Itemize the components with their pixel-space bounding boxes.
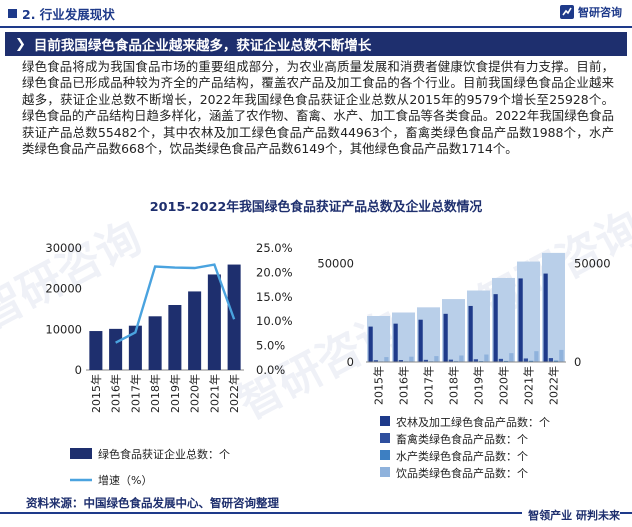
product-series-bar: [534, 351, 539, 362]
product-series-bar: [423, 359, 428, 362]
y-right-tick-label: 10.0%: [256, 314, 293, 328]
product-series-bar: [548, 358, 553, 362]
x-tick-label: 2018年: [148, 374, 162, 413]
product-series-bar: [554, 360, 559, 362]
y-left-tick-label: 0: [347, 355, 354, 369]
chart-title: 2015-2022年我国绿色食品获证产品总数及企业总数情况: [149, 200, 483, 215]
section-square-icon: [8, 9, 17, 18]
product-series-bar: [504, 360, 509, 362]
enterprise-count-bar: [168, 304, 182, 370]
x-tick-label: 2021年: [522, 366, 536, 405]
x-tick-label: 2016年: [109, 374, 123, 413]
legend-label-product: 农林及加工绿色食品产品数：个: [396, 415, 550, 429]
y-right-tick-label: 5.0%: [256, 339, 285, 353]
y-left-tick-label: 50000: [317, 257, 354, 271]
product-series-bar: [523, 358, 528, 362]
growth-rate-line: [115, 263, 236, 344]
x-tick-label: 2015年: [372, 366, 386, 405]
headline-banner: ❯ 目前我国绿色食品企业越来越多，获证企业总数不断增长: [5, 32, 627, 56]
section-tag: 2. 行业发展现状: [8, 4, 115, 23]
logo-icon: [560, 5, 574, 19]
product-series-bar: [529, 360, 534, 362]
product-series-bar: [498, 358, 503, 362]
y-left-tick-label: 30000: [45, 241, 82, 255]
legend-swatch-product: [380, 416, 390, 426]
legend-swatch-product: [380, 433, 390, 443]
legend-swatch-enterprise: [70, 448, 92, 459]
legend-label-growth: 增速（%）: [98, 473, 152, 487]
enterprise-count-bar: [109, 328, 123, 370]
y-left-tick-label: 0: [75, 363, 82, 377]
footer-slogan: 智领产业 研判未来: [522, 507, 620, 523]
legend-label-enterprise: 绿色食品获证企业总数：个: [98, 447, 230, 461]
product-series-bar: [409, 356, 414, 362]
x-tick-label: 2015年: [89, 374, 103, 413]
x-tick-label: 2019年: [168, 374, 182, 413]
x-tick-label: 2018年: [447, 366, 461, 405]
x-tick-label: 2020年: [497, 366, 511, 405]
x-tick-label: 2021年: [207, 374, 221, 413]
headline-text: 目前我国绿色食品企业越来越多，获证企业总数不断增长: [33, 38, 372, 54]
y-left-tick-label: 20000: [45, 282, 82, 296]
product-series-bar: [398, 360, 403, 362]
charts-figure: 0 10000 20000 30000 0.0% 5.0% 10.0% 15.0% 20.0% 2…: [45, 241, 611, 487]
legend-label-product: 水产类绿色食品产品数：个: [396, 449, 528, 463]
product-series-bar: [509, 353, 514, 362]
legend-label-product: 饮品类绿色食品产品数：个: [396, 466, 528, 480]
logo-text: 智研咨询: [578, 6, 622, 19]
product-series-bar: [459, 355, 464, 362]
legend-swatch-product: [380, 467, 390, 477]
legend-label-product: 畜禽类绿色食品产品数：个: [396, 432, 528, 446]
y-right-tick-label: 20.0%: [256, 265, 293, 279]
product-series-bar: [443, 313, 448, 362]
product-series-bar: [418, 319, 423, 362]
x-tick-label: 2022年: [227, 374, 241, 413]
y-left-tick-label: 10000: [45, 322, 82, 336]
product-series-bar: [559, 349, 564, 362]
enterprise-count-bar: [188, 291, 202, 370]
enterprise-count-bar: [89, 331, 103, 370]
legend-swatch-product: [380, 450, 390, 460]
y-right-tick-label: 15.0%: [256, 290, 293, 304]
product-series-bar: [473, 359, 478, 362]
y-right-tick-label: 0.0%: [256, 363, 285, 377]
product-series-bar: [468, 305, 473, 362]
chevron-right-icon: ❯: [15, 36, 26, 52]
product-series-bar: [393, 323, 398, 362]
x-tick-label: 2020年: [188, 374, 202, 413]
product-series-bar: [384, 357, 389, 362]
product-series-bar: [518, 278, 523, 362]
body-paragraph: 绿色食品将成为我国食品市场的重要组成部分，为农业高质量发展和消费者健康饮食提供有…: [22, 59, 614, 157]
product-series-bar: [368, 326, 373, 362]
logo: 智研咨询: [560, 4, 622, 20]
product-series-bar: [493, 294, 498, 362]
footer-rule: [0, 512, 632, 514]
header-rule: [0, 26, 632, 28]
product-series-bar: [543, 273, 548, 362]
x-tick-label: 2016年: [397, 366, 411, 405]
product-series-bar: [373, 360, 378, 362]
y-right-tick-label: 25.0%: [256, 241, 293, 255]
top-bar: 2. 行业发展现状 智研咨询: [0, 0, 632, 27]
enterprise-count-bar: [207, 274, 221, 370]
x-tick-label: 2017年: [422, 366, 436, 405]
product-series-bar: [484, 354, 489, 362]
enterprise-count-bar: [148, 316, 162, 370]
product-series-bar: [448, 359, 453, 362]
y-right-tick-label: 50000: [574, 257, 611, 271]
x-tick-label: 2017年: [128, 374, 142, 413]
footer-source: 资料来源：中国绿色食品发展中心、智研咨询整理: [26, 496, 279, 510]
section-title: 2. 行业发展现状: [22, 7, 115, 22]
product-series-bar: [434, 356, 439, 362]
y-right-tick-label: 0: [574, 355, 581, 369]
enterprise-count-bar: [128, 325, 142, 370]
x-tick-label: 2019年: [472, 366, 486, 405]
x-tick-label: 2022年: [547, 366, 561, 405]
